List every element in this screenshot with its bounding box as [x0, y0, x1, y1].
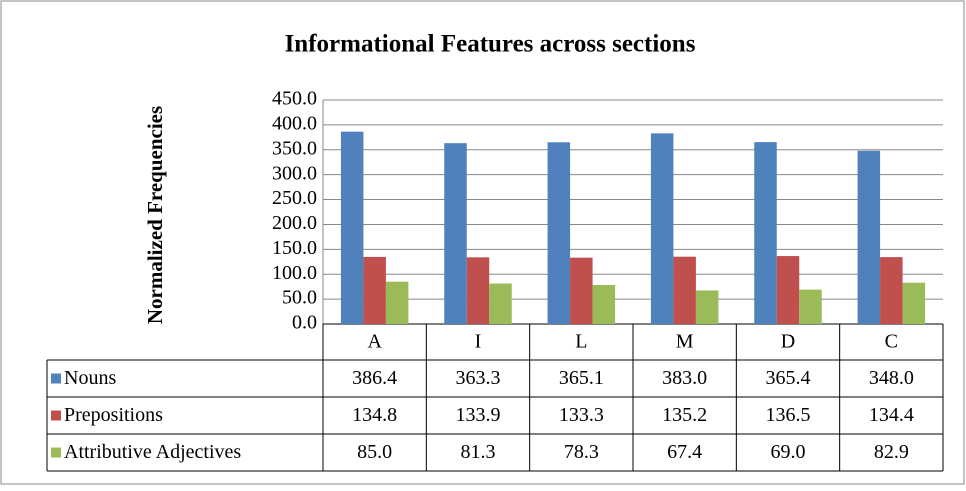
x-tick-label: M	[676, 331, 694, 353]
x-tick-label: C	[885, 331, 898, 353]
y-tick-label: 100.0	[272, 262, 317, 284]
data-label: 69.0	[771, 441, 806, 463]
legend-label: Nouns	[64, 367, 116, 389]
bar	[776, 256, 800, 324]
bar	[880, 257, 903, 324]
bar	[385, 281, 409, 324]
legend-label: Attributive Adjectives	[64, 441, 241, 463]
data-label: 82.9	[874, 441, 909, 463]
data-label: 81.3	[461, 441, 496, 463]
data-label: 348.0	[869, 367, 914, 389]
y-tick-label: 150.0	[272, 237, 317, 259]
bar	[547, 142, 571, 324]
data-label: 133.9	[456, 404, 501, 426]
x-tick-label: I	[475, 331, 482, 353]
bar	[902, 282, 926, 324]
bar	[466, 257, 490, 324]
legend-key	[51, 373, 61, 384]
y-tick-label: 350.0	[272, 137, 317, 159]
y-tick-label: 400.0	[272, 112, 317, 134]
bar	[363, 256, 386, 324]
y-tick-label: 50.0	[282, 287, 317, 309]
data-label: 85.0	[357, 441, 392, 463]
data-label: 365.1	[559, 367, 604, 389]
bar	[754, 142, 777, 324]
data-label: 386.4	[352, 367, 397, 389]
data-label: 134.8	[352, 404, 397, 426]
bar	[673, 256, 696, 324]
y-tick-label: 0.0	[292, 312, 317, 334]
x-tick-label: L	[575, 331, 587, 353]
bar	[340, 131, 364, 324]
bar	[444, 143, 467, 324]
bar	[489, 283, 512, 324]
data-label: 363.3	[456, 367, 501, 389]
x-tick-label: D	[781, 331, 795, 353]
y-tick-label: 450.0	[272, 88, 317, 110]
data-label: 136.5	[766, 404, 811, 426]
data-label: 135.2	[662, 404, 707, 426]
bar	[799, 289, 822, 324]
y-tick-label: 300.0	[272, 162, 317, 184]
bar	[570, 257, 593, 324]
legend-key	[51, 447, 61, 458]
data-label: 67.4	[667, 441, 702, 463]
y-axis-label: Normalized Frequencies	[143, 106, 167, 324]
bar	[695, 290, 719, 324]
data-label: 383.0	[662, 367, 707, 389]
bar	[857, 150, 881, 324]
y-tick-label: 200.0	[272, 212, 317, 234]
legend-key	[51, 410, 61, 421]
bar	[650, 133, 674, 324]
y-tick-label: 250.0	[272, 187, 317, 209]
data-label: 134.4	[869, 404, 914, 426]
data-label: 78.3	[564, 441, 599, 463]
x-tick-label: A	[367, 331, 382, 353]
legend-label: Prepositions	[64, 404, 163, 426]
chart-title: Informational Features across sections	[285, 31, 696, 58]
data-label: 365.4	[766, 367, 811, 389]
bar	[592, 285, 616, 324]
data-label: 133.3	[559, 404, 604, 426]
